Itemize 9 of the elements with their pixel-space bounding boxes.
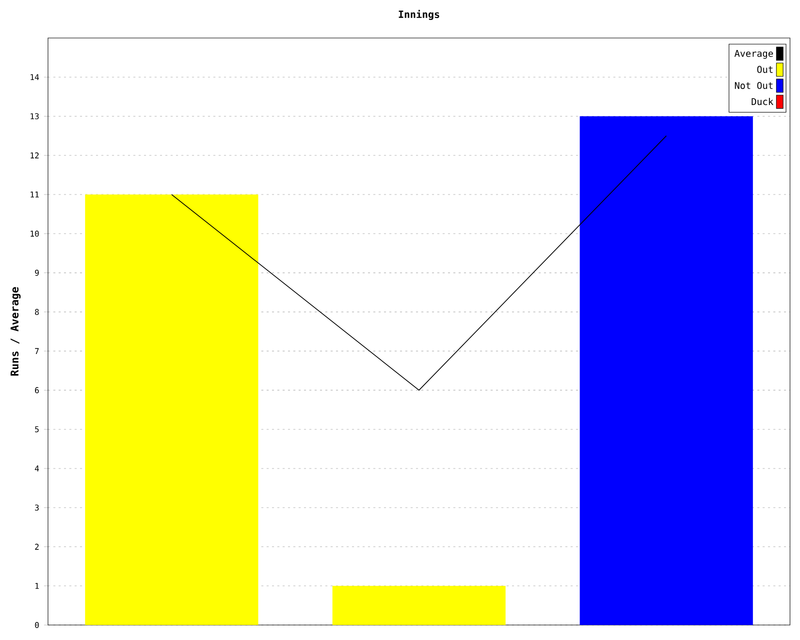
bar [332,586,506,625]
legend-label: Not Out [734,82,773,89]
chart-title: Innings [398,10,440,20]
legend-label: Duck [752,98,774,106]
legend-label: Average [734,50,773,59]
y-axis-title: Runs / Average [10,287,21,376]
bar [580,116,753,625]
bar [85,194,258,625]
legend-label: Out [757,66,773,73]
